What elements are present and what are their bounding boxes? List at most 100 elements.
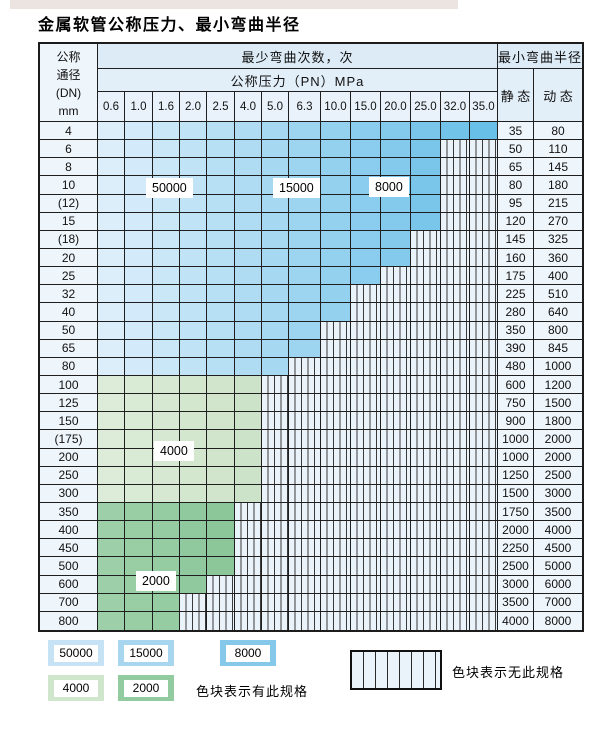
no-spec-cell — [381, 267, 411, 286]
dn-label-cell: 600 — [40, 575, 98, 594]
no-spec-cell — [351, 557, 381, 576]
spec-cell — [207, 158, 235, 177]
spec-cell — [207, 375, 235, 395]
spec-cell — [98, 140, 125, 159]
static-value-cell: 1000 — [498, 430, 534, 449]
no-spec-cell — [381, 611, 411, 630]
static-value-cell: 390 — [498, 339, 534, 358]
spec-cell — [98, 158, 125, 177]
spec-cell — [180, 521, 207, 540]
no-spec-cell — [411, 303, 441, 322]
spec-cell — [351, 212, 381, 231]
no-spec-cell — [262, 412, 289, 431]
no-spec-cell — [411, 593, 441, 612]
spec-cell — [125, 357, 153, 376]
no-spec-cell — [381, 285, 411, 304]
spec-cell — [153, 375, 180, 395]
no-spec-cell — [289, 575, 321, 594]
spec-cell — [153, 339, 180, 358]
dn-label-cell: 350 — [40, 502, 98, 522]
spec-cell — [207, 122, 235, 141]
no-spec-cell — [351, 321, 381, 340]
no-spec-cell — [470, 611, 498, 630]
spec-cell — [207, 412, 235, 431]
no-spec-cell — [470, 158, 498, 177]
spec-cell — [411, 176, 441, 195]
spec-cell — [235, 375, 262, 395]
spec-cell — [125, 158, 153, 177]
no-spec-cell — [262, 484, 289, 503]
no-spec-cell — [235, 502, 262, 522]
spec-cell — [235, 321, 262, 340]
pressure-col-header: 2.5 — [207, 92, 235, 122]
no-spec-cell — [207, 611, 235, 630]
static-value-cell: 145 — [498, 230, 534, 249]
no-spec-cell — [321, 484, 351, 503]
spec-cell — [207, 466, 235, 485]
no-spec-cell — [381, 575, 411, 594]
spec-cell — [235, 466, 262, 485]
spec-cell — [351, 230, 381, 249]
dynamic-value-cell: 5000 — [534, 557, 582, 576]
spec-cell — [207, 539, 235, 558]
dynamic-value-cell: 7000 — [534, 593, 582, 612]
pressure-col-header: 1.6 — [153, 92, 180, 122]
static-value-cell: 4000 — [498, 611, 534, 630]
no-spec-cell — [381, 521, 411, 540]
legend-swatch-value: 15000 — [124, 644, 168, 662]
zone-label: 15000 — [273, 178, 320, 198]
spec-cell — [98, 267, 125, 286]
spec-cell — [289, 140, 321, 159]
no-spec-cell — [262, 539, 289, 558]
no-spec-cell — [470, 357, 498, 376]
spec-cell — [381, 248, 411, 268]
no-spec-cell — [441, 176, 470, 195]
static-value-cell: 1250 — [498, 466, 534, 485]
dn-label-cell: 450 — [40, 539, 98, 558]
spec-cell — [180, 303, 207, 322]
spec-cell — [125, 502, 153, 522]
dn-label-cell: 4 — [40, 122, 98, 141]
spec-cell — [235, 430, 262, 449]
bend-cycles-header: 最少弯曲次数，次 — [98, 44, 498, 69]
spec-cell — [235, 212, 262, 231]
no-spec-cell — [470, 267, 498, 286]
spec-cell — [153, 466, 180, 485]
static-value-cell: 1500 — [498, 484, 534, 503]
static-value-cell: 120 — [498, 212, 534, 231]
spec-cell — [289, 339, 321, 358]
no-spec-cell — [289, 502, 321, 522]
spec-cell — [98, 593, 125, 612]
spec-cell — [411, 212, 441, 231]
dynamic-value-cell: 110 — [534, 140, 582, 159]
spec-cell — [289, 321, 321, 340]
spec-cell — [262, 212, 289, 231]
no-spec-cell — [381, 339, 411, 358]
spec-cell — [235, 140, 262, 159]
no-spec-cell — [411, 321, 441, 340]
spec-cell — [235, 285, 262, 304]
dynamic-value-cell: 845 — [534, 339, 582, 358]
no-spec-cell — [381, 539, 411, 558]
no-spec-cell — [262, 502, 289, 522]
spec-cell — [153, 194, 180, 213]
spec-cell — [235, 357, 262, 376]
spec-cell — [180, 339, 207, 358]
dn-label-cell: 10 — [40, 176, 98, 195]
page-top-edge — [10, 0, 458, 9]
no-spec-cell — [441, 303, 470, 322]
dn-label-cell: 65 — [40, 339, 98, 358]
no-spec-cell — [321, 357, 351, 376]
dynamic-value-cell: 2000 — [534, 430, 582, 449]
dynamic-value-cell: 2500 — [534, 466, 582, 485]
no-spec-cell — [470, 303, 498, 322]
static-value-cell: 280 — [498, 303, 534, 322]
spec-cell — [289, 158, 321, 177]
static-value-cell: 600 — [498, 375, 534, 395]
no-spec-cell — [289, 521, 321, 540]
spec-cell — [321, 158, 351, 177]
no-spec-cell — [411, 521, 441, 540]
legend-swatch: 15000 — [118, 640, 174, 666]
no-spec-cell — [351, 448, 381, 467]
legend-swatch: 4000 — [48, 675, 104, 701]
